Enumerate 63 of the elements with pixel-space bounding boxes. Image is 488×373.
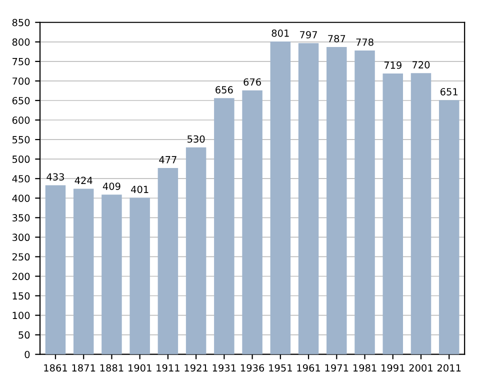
y-tick-label: 350 (12, 214, 30, 222)
x-tick-label: 1881 (100, 364, 124, 372)
bar (326, 46, 347, 354)
y-tick-label: 250 (12, 253, 30, 261)
y-tick-label: 50 (18, 331, 30, 339)
y-tick-label: 850 (12, 18, 30, 26)
bar (354, 50, 375, 354)
bar (270, 42, 291, 354)
x-tick-label: 1961 (297, 364, 320, 372)
y-tick-label: 750 (12, 58, 30, 66)
data-label: 530 (188, 135, 205, 143)
bar (130, 198, 150, 354)
x-tick-label: 1981 (353, 364, 376, 372)
x-tick-label: 1971 (325, 364, 348, 372)
y-tick-label: 150 (12, 292, 30, 300)
x-tick-label: 2001 (409, 364, 432, 372)
y-tick-label: 500 (12, 156, 30, 163)
data-label: 720 (412, 61, 430, 68)
y-tick-label: 550 (12, 136, 30, 144)
bar (158, 168, 178, 354)
x-tick-label: 1871 (72, 364, 96, 372)
x-tick-label: 1911 (156, 364, 180, 372)
data-label: 801 (272, 30, 289, 37)
bar (410, 73, 432, 354)
bar (382, 74, 403, 354)
x-tick-label: 1951 (269, 364, 292, 372)
y-tick-label: 100 (12, 312, 30, 320)
data-label: 433 (46, 173, 64, 181)
x-tick-label: 1936 (240, 364, 264, 372)
data-label: 409 (102, 182, 120, 190)
bar (102, 194, 122, 354)
bar (45, 185, 66, 354)
data-label: 651 (440, 88, 458, 96)
y-tick-label: 450 (12, 175, 30, 182)
y-tick-label: 700 (12, 77, 30, 85)
bar (438, 100, 460, 354)
x-tick-label: 1991 (382, 364, 404, 372)
y-tick-label: 600 (12, 116, 30, 124)
y-tick-label: 200 (12, 272, 30, 280)
y-tick-label: 650 (12, 96, 30, 104)
bar (186, 147, 206, 354)
y-tick-label: 0 (24, 350, 30, 358)
y-tick-label: 800 (12, 38, 30, 46)
data-label: 656 (216, 86, 233, 94)
data-label: 787 (328, 34, 346, 42)
data-label: 719 (384, 62, 402, 69)
data-label: 778 (356, 38, 374, 46)
x-tick-label: 2011 (437, 364, 461, 372)
y-tick-label: 400 (12, 194, 30, 202)
bar (242, 90, 262, 354)
bar (298, 43, 319, 354)
x-tick-label: 1921 (184, 364, 208, 372)
data-label: 797 (300, 31, 317, 38)
x-tick-label: 1861 (44, 364, 67, 372)
y-tick-label: 300 (12, 234, 30, 242)
data-label: 401 (131, 186, 148, 194)
bar (214, 98, 234, 354)
data-label: 424 (74, 176, 92, 184)
data-label: 676 (244, 78, 261, 86)
x-tick-label: 1901 (128, 364, 152, 372)
x-tick-label: 1931 (212, 364, 236, 372)
bar (73, 188, 94, 354)
data-label: 477 (159, 156, 176, 164)
